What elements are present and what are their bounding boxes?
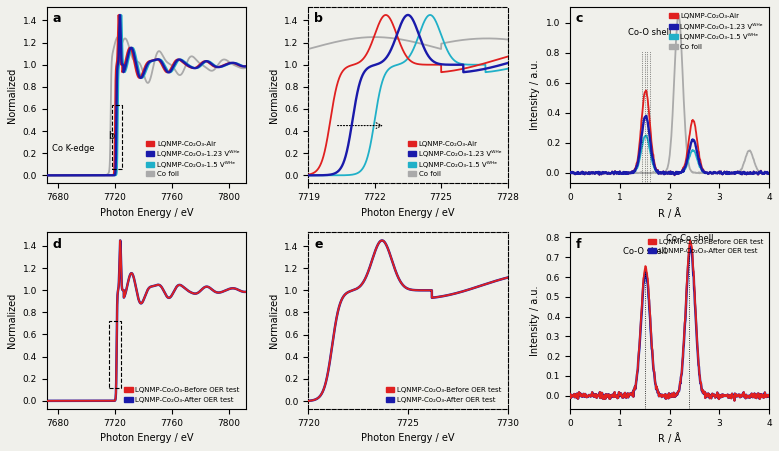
Text: Co-O shell: Co-O shell [623,247,666,256]
Y-axis label: Intensity / a.u.: Intensity / a.u. [530,285,540,356]
Legend: LQNMP-Co₂O₃-Before OER test, LQNMP-Co₂O₃-After OER test: LQNMP-Co₂O₃-Before OER test, LQNMP-Co₂O₃… [383,384,504,405]
Bar [109,321,121,387]
Legend: LQNMP-Co₂O₃-Air, LQNMP-Co₂O₃-1.23 Vᵂᴴᵉ, LQNMP-Co₂O₃-1.5 Vᵂᴴᵉ, Co foil: LQNMP-Co₂O₃-Air, LQNMP-Co₂O₃-1.23 Vᵂᴴᵉ, … [143,138,242,180]
Y-axis label: Normalized: Normalized [7,68,17,123]
X-axis label: Photon Energy / eV: Photon Energy / eV [361,433,455,443]
X-axis label: Photon Energy / eV: Photon Energy / eV [100,433,193,443]
Y-axis label: Intensity / a.u.: Intensity / a.u. [530,60,540,130]
X-axis label: Photon Energy / eV: Photon Energy / eV [361,207,455,218]
Bar [112,105,122,169]
Text: b: b [314,12,323,25]
X-axis label: Photon Energy / eV: Photon Energy / eV [100,207,193,218]
Text: f: f [576,238,581,251]
Legend: LQNMP-Co₂O₃-Air, LQNMP-Co₂O₃-1.23 Vᵂᴴᵉ, LQNMP-Co₂O₃-1.5 Vᵂᴴᵉ, Co foil: LQNMP-Co₂O₃-Air, LQNMP-Co₂O₃-1.23 Vᵂᴴᵉ, … [405,138,504,180]
Y-axis label: Normalized: Normalized [7,293,17,348]
Text: b: b [108,130,114,141]
Legend: LQNMP-Co₂O₃-Before OER test, LQNMP-Co₂O₃-After OER test: LQNMP-Co₂O₃-Before OER test, LQNMP-Co₂O₃… [645,236,766,257]
Y-axis label: Normalized: Normalized [269,68,279,123]
Text: d: d [52,238,62,251]
X-axis label: R / Å: R / Å [658,433,681,444]
X-axis label: R / Å: R / Å [658,207,681,219]
Text: Co-O shell: Co-O shell [628,28,671,37]
Text: e: e [314,238,323,251]
Text: c: c [576,12,583,25]
Legend: LQNMP-Co₂O₃-Before OER test, LQNMP-Co₂O₃-After OER test: LQNMP-Co₂O₃-Before OER test, LQNMP-Co₂O₃… [122,384,242,405]
Text: a: a [52,12,61,25]
Text: Co K-edge: Co K-edge [52,144,95,153]
Y-axis label: Normalized: Normalized [269,293,279,348]
Text: Co-Co shell: Co-Co shell [666,234,714,243]
Legend: LQNMP-Co₂O₃-Air, LQNMP-Co₂O₃-1.23 Vᵂᴴᵉ, LQNMP-Co₂O₃-1.5 Vᵂᴴᵉ, Co foil: LQNMP-Co₂O₃-Air, LQNMP-Co₂O₃-1.23 Vᵂᴴᵉ, … [667,10,766,52]
